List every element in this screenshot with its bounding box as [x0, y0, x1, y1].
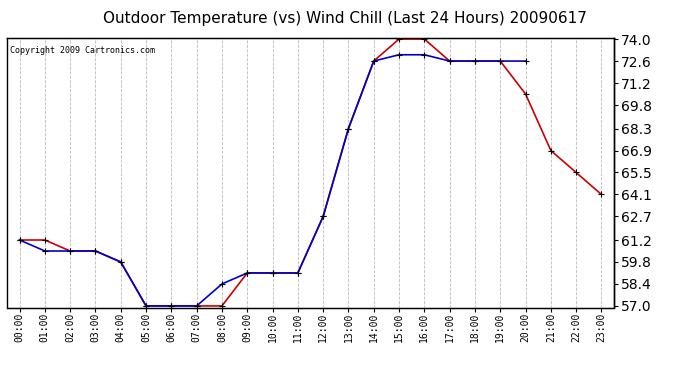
Text: Copyright 2009 Cartronics.com: Copyright 2009 Cartronics.com	[10, 46, 155, 55]
Text: Outdoor Temperature (vs) Wind Chill (Last 24 Hours) 20090617: Outdoor Temperature (vs) Wind Chill (Las…	[103, 11, 587, 26]
